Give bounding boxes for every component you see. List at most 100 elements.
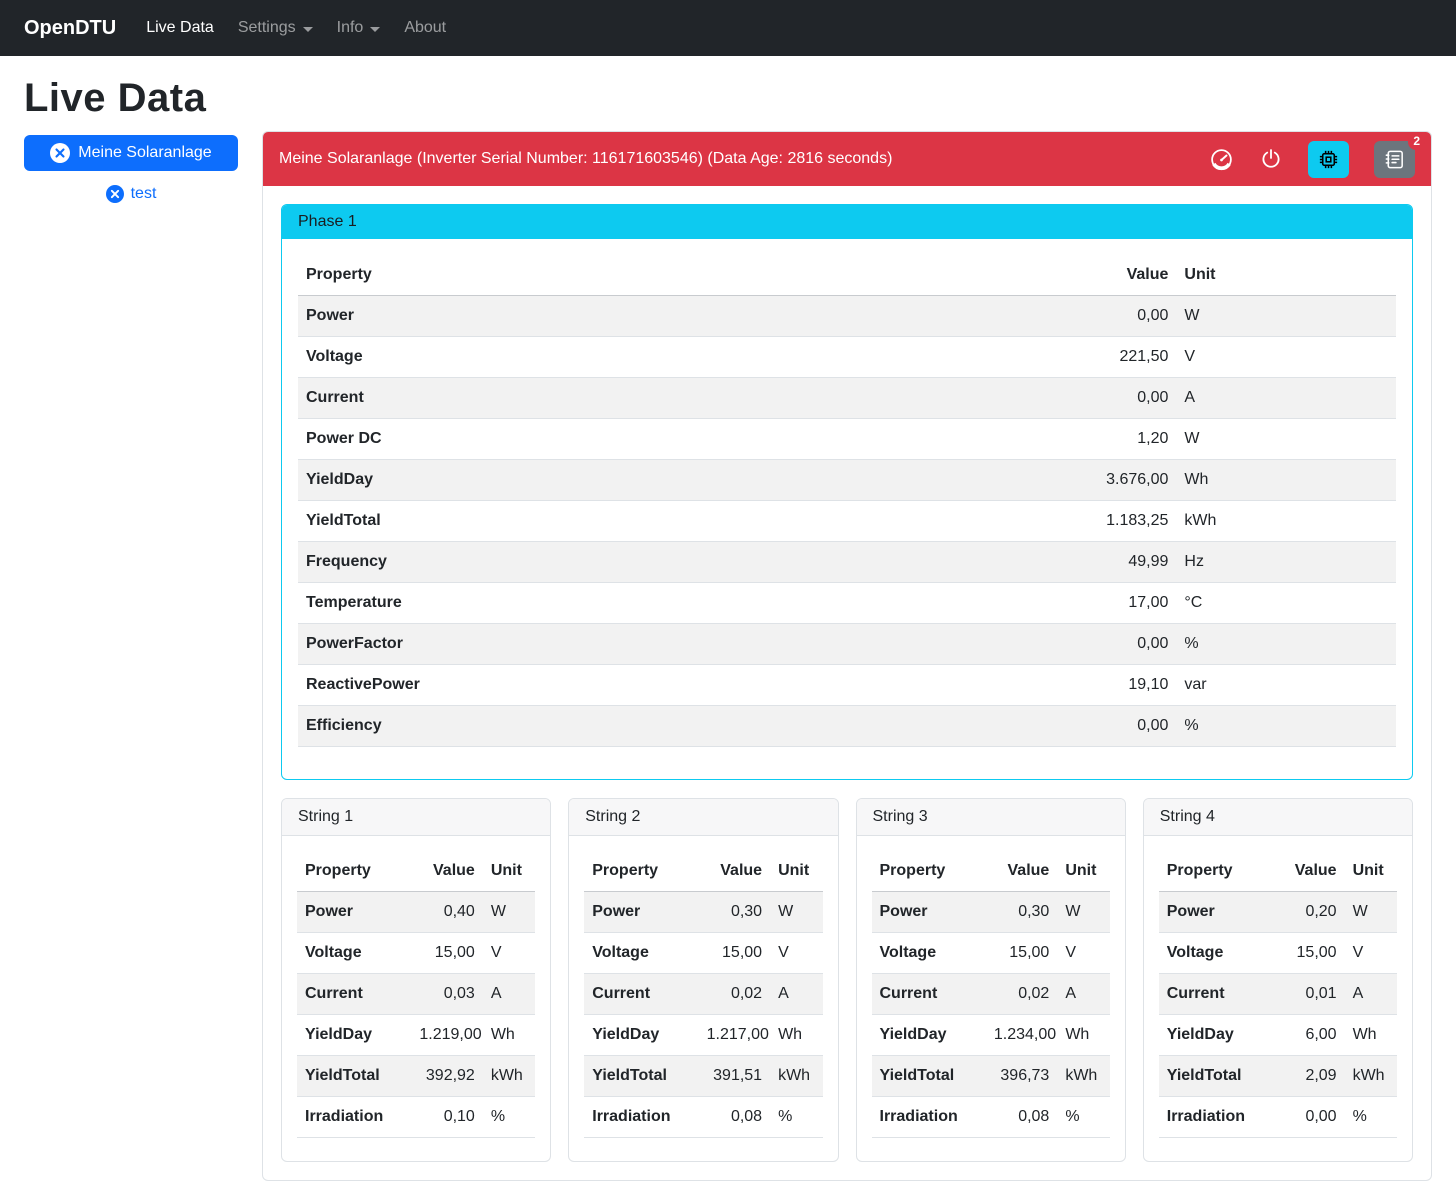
value-cell: 1.217,00 (698, 1014, 771, 1056)
nav-item-label: Live Data (146, 19, 214, 36)
table-row: Current 0,02 A (871, 973, 1110, 1015)
value-cell: 0,01 (1273, 973, 1345, 1015)
table-row: Voltage 221,50 V (298, 336, 1396, 378)
nav-item-live-data[interactable]: Live Data (138, 11, 222, 45)
col-property: Property (584, 851, 699, 892)
table-row: YieldTotal 2,09 kWh (1158, 1055, 1397, 1097)
table-header-row: Property Value Unit (871, 851, 1110, 892)
inverter-select-button[interactable]: Meine Solaranlage (24, 135, 238, 171)
inverter-item-test[interactable]: test (24, 185, 238, 203)
col-property: Property (871, 851, 986, 892)
inverter-selector: Meine Solaranlage test (24, 131, 238, 203)
phase-card-title: Phase 1 (282, 205, 1412, 239)
string-card-title: String 1 (282, 799, 551, 836)
nav-item-info[interactable]: Info (329, 11, 389, 45)
unit-cell: kWh (770, 1055, 823, 1097)
property-cell: Power (871, 891, 986, 933)
string-card-title: String 3 (856, 799, 1125, 836)
table-row: Voltage 15,00 V (297, 932, 536, 974)
unit-cell: % (770, 1096, 823, 1138)
property-cell: YieldDay (298, 459, 1001, 501)
table-row: PowerFactor 0,00% (298, 623, 1396, 665)
value-cell: 0,40 (411, 891, 483, 933)
property-cell: Voltage (298, 336, 1001, 378)
property-cell: Voltage (1158, 932, 1274, 974)
table-row: Current 0,00 A (298, 377, 1396, 419)
phase-card: Phase 1 Property Value Unit (281, 204, 1413, 780)
device-info-button[interactable] (1308, 140, 1349, 178)
unit-cell: % (1057, 1096, 1110, 1138)
unit-cell: Wh (482, 1014, 536, 1056)
property-cell: Irradiation (584, 1096, 699, 1138)
unit-cell: °C (1176, 582, 1396, 624)
table-row: Irradiation 0,08% (871, 1096, 1110, 1138)
unit-cell: Wh (1344, 1014, 1397, 1056)
value-cell: 1.183,25 (1000, 500, 1177, 542)
chevron-down-icon (302, 26, 313, 32)
unit-cell: V (1344, 932, 1397, 974)
property-cell: Voltage (584, 932, 699, 974)
value-cell: 396,73 (985, 1055, 1058, 1097)
property-cell: Current (871, 973, 986, 1015)
inverter-card-header: Meine Solaranlage (Inverter Serial Numbe… (263, 131, 1431, 186)
table-row: Irradiation 0,00% (1158, 1096, 1397, 1138)
col-value: Value (411, 851, 483, 892)
property-cell: YieldTotal (1158, 1055, 1274, 1097)
table-row: YieldDay 1.217,00 Wh (584, 1014, 823, 1056)
unit-cell: Wh (1057, 1014, 1110, 1056)
value-cell: 15,00 (1273, 932, 1345, 974)
unit-cell: A (1344, 973, 1397, 1015)
unit-cell: kWh (1176, 500, 1396, 542)
x-circle-icon (105, 185, 124, 203)
string-card-4: String 4 Property Value Uni (1142, 798, 1413, 1162)
col-unit: Unit (1057, 851, 1110, 892)
unit-cell: Wh (770, 1014, 823, 1056)
col-unit: Unit (770, 851, 823, 892)
property-cell: YieldDay (584, 1014, 699, 1056)
nav-links: Live Data Settings Info About (134, 11, 458, 45)
table-row: Voltage 15,00 V (871, 932, 1110, 974)
x-circle-icon (50, 143, 71, 163)
value-cell: 221,50 (1000, 336, 1177, 378)
nav-item-settings[interactable]: Settings (230, 11, 321, 45)
value-cell: 0,03 (411, 973, 483, 1015)
property-cell: Irradiation (1158, 1096, 1274, 1138)
inverter-select-label: Meine Solaranlage (78, 144, 212, 161)
unit-cell: A (770, 973, 823, 1015)
string-card-2: String 2 Property Value Uni (568, 798, 839, 1162)
table-row: ReactivePower 19,10 var (298, 664, 1396, 706)
unit-cell: % (482, 1096, 536, 1138)
unit-cell: kWh (1057, 1055, 1110, 1097)
power-icon (1259, 147, 1283, 171)
unit-cell: A (482, 973, 536, 1015)
property-cell: Frequency (298, 541, 1001, 583)
col-unit: Unit (1344, 851, 1397, 892)
page-title: Live Data (24, 76, 207, 120)
table-header-row: Property Value Unit (298, 255, 1396, 296)
table-row: Irradiation 0,10% (297, 1096, 536, 1138)
value-cell: 0,00 (1000, 623, 1177, 665)
property-cell: YieldDay (871, 1014, 986, 1056)
property-cell: YieldTotal (297, 1055, 412, 1097)
value-cell: 0,02 (698, 973, 771, 1015)
table-row: Irradiation 0,08% (584, 1096, 823, 1138)
phase-table: Property Value Unit Power 0,00 W Voltage 221… (298, 255, 1396, 747)
power-toggle-button[interactable] (1259, 147, 1283, 171)
value-cell: 2,09 (1273, 1055, 1345, 1097)
value-cell: 0,20 (1273, 891, 1345, 933)
col-value: Value (1273, 851, 1345, 892)
limit-settings-button[interactable] (1209, 147, 1234, 172)
nav-item-about[interactable]: About (396, 11, 454, 45)
event-log-button[interactable]: 2 (1374, 131, 1425, 178)
value-cell: 15,00 (985, 932, 1058, 974)
table-row: YieldTotal 391,51 kWh (584, 1055, 823, 1097)
unit-cell: V (770, 932, 823, 974)
brand-link[interactable]: OpenDTU (24, 16, 117, 39)
journal-text-icon (1383, 148, 1406, 171)
unit-cell: Hz (1176, 541, 1396, 583)
value-cell: 1.219,00 (411, 1014, 483, 1056)
inverter-card-title: Meine Solaranlage (Inverter Serial Numbe… (279, 150, 893, 167)
string-card-title: String 4 (1143, 799, 1412, 836)
table-row: YieldTotal 392,92 kWh (297, 1055, 536, 1097)
